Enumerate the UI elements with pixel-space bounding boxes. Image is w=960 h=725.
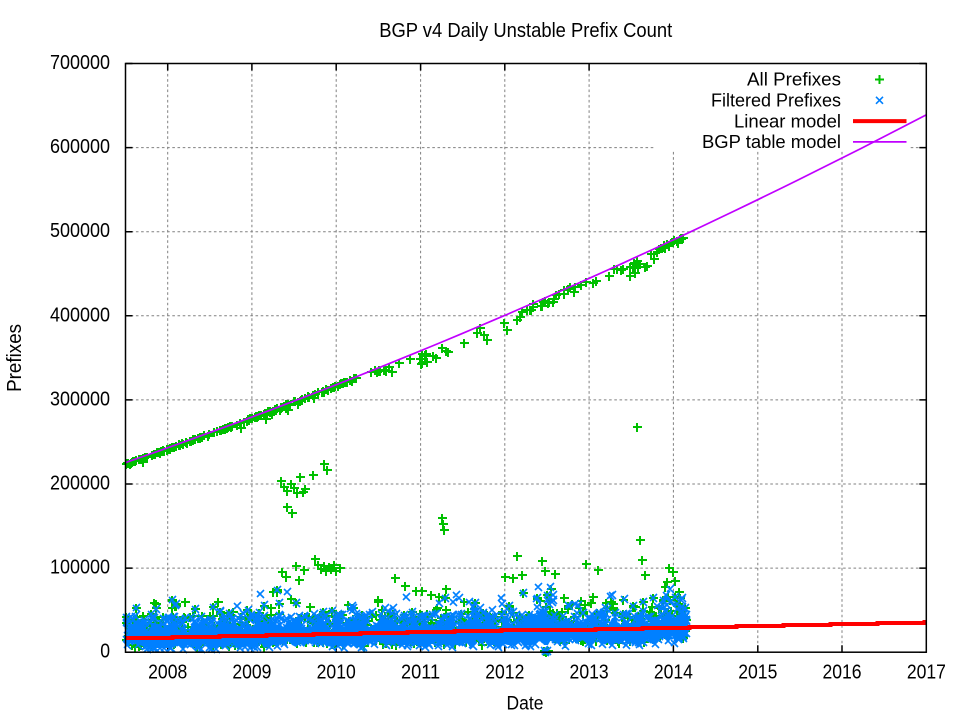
- svg-text:2011: 2011: [401, 662, 440, 684]
- svg-text:2013: 2013: [570, 662, 609, 684]
- svg-text:BGP table model: BGP table model: [702, 131, 841, 152]
- svg-text:2009: 2009: [232, 662, 271, 684]
- svg-text:2010: 2010: [317, 662, 356, 684]
- svg-text:2016: 2016: [822, 662, 861, 684]
- svg-text:2012: 2012: [485, 662, 524, 684]
- svg-text:200000: 200000: [50, 473, 110, 495]
- svg-text:0: 0: [100, 641, 110, 663]
- svg-text:2017: 2017: [907, 662, 946, 684]
- svg-text:400000: 400000: [50, 304, 110, 326]
- svg-text:BGP v4 Daily Unstable Prefix C: BGP v4 Daily Unstable Prefix Count: [379, 20, 672, 42]
- svg-text:500000: 500000: [50, 220, 110, 242]
- svg-text:2014: 2014: [654, 662, 693, 684]
- svg-text:All Prefixes: All Prefixes: [747, 69, 841, 90]
- svg-text:2015: 2015: [738, 662, 777, 684]
- svg-text:600000: 600000: [50, 136, 110, 158]
- svg-text:700000: 700000: [50, 52, 110, 74]
- svg-text:Prefixes: Prefixes: [4, 324, 26, 392]
- svg-text:Date: Date: [507, 693, 544, 715]
- svg-text:Filtered Prefixes: Filtered Prefixes: [711, 90, 841, 111]
- svg-text:2008: 2008: [148, 662, 187, 684]
- svg-text:300000: 300000: [50, 388, 110, 410]
- svg-text:100000: 100000: [50, 557, 110, 579]
- svg-text:Linear model: Linear model: [734, 110, 841, 131]
